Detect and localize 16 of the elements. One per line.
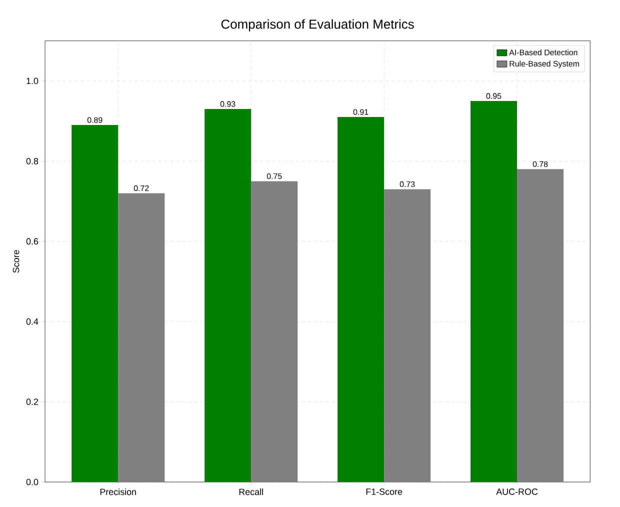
x-tick-label: Precision — [100, 488, 136, 496]
y-axis-title: Score — [12, 250, 20, 273]
x-tick-label: F1-Score — [366, 488, 402, 495]
bar — [72, 125, 118, 482]
y-tick-label: 0.8 — [26, 158, 38, 164]
y-tick-label: 0.6 — [26, 238, 38, 245]
y-tick-label: 0.0 — [26, 478, 38, 486]
chart-title: Comparison of Evaluation Metrics — [221, 19, 414, 32]
y-tick-label: 1.0 — [26, 78, 38, 84]
bar — [470, 100, 518, 482]
y-tick-label: 0.2 — [26, 398, 38, 405]
y-tick-label: 0.4 — [26, 318, 38, 325]
bar — [204, 109, 252, 482]
x-tick-label: AUC-ROC — [496, 488, 538, 495]
x-tick-label: Recall — [239, 488, 263, 496]
bar — [338, 117, 384, 482]
